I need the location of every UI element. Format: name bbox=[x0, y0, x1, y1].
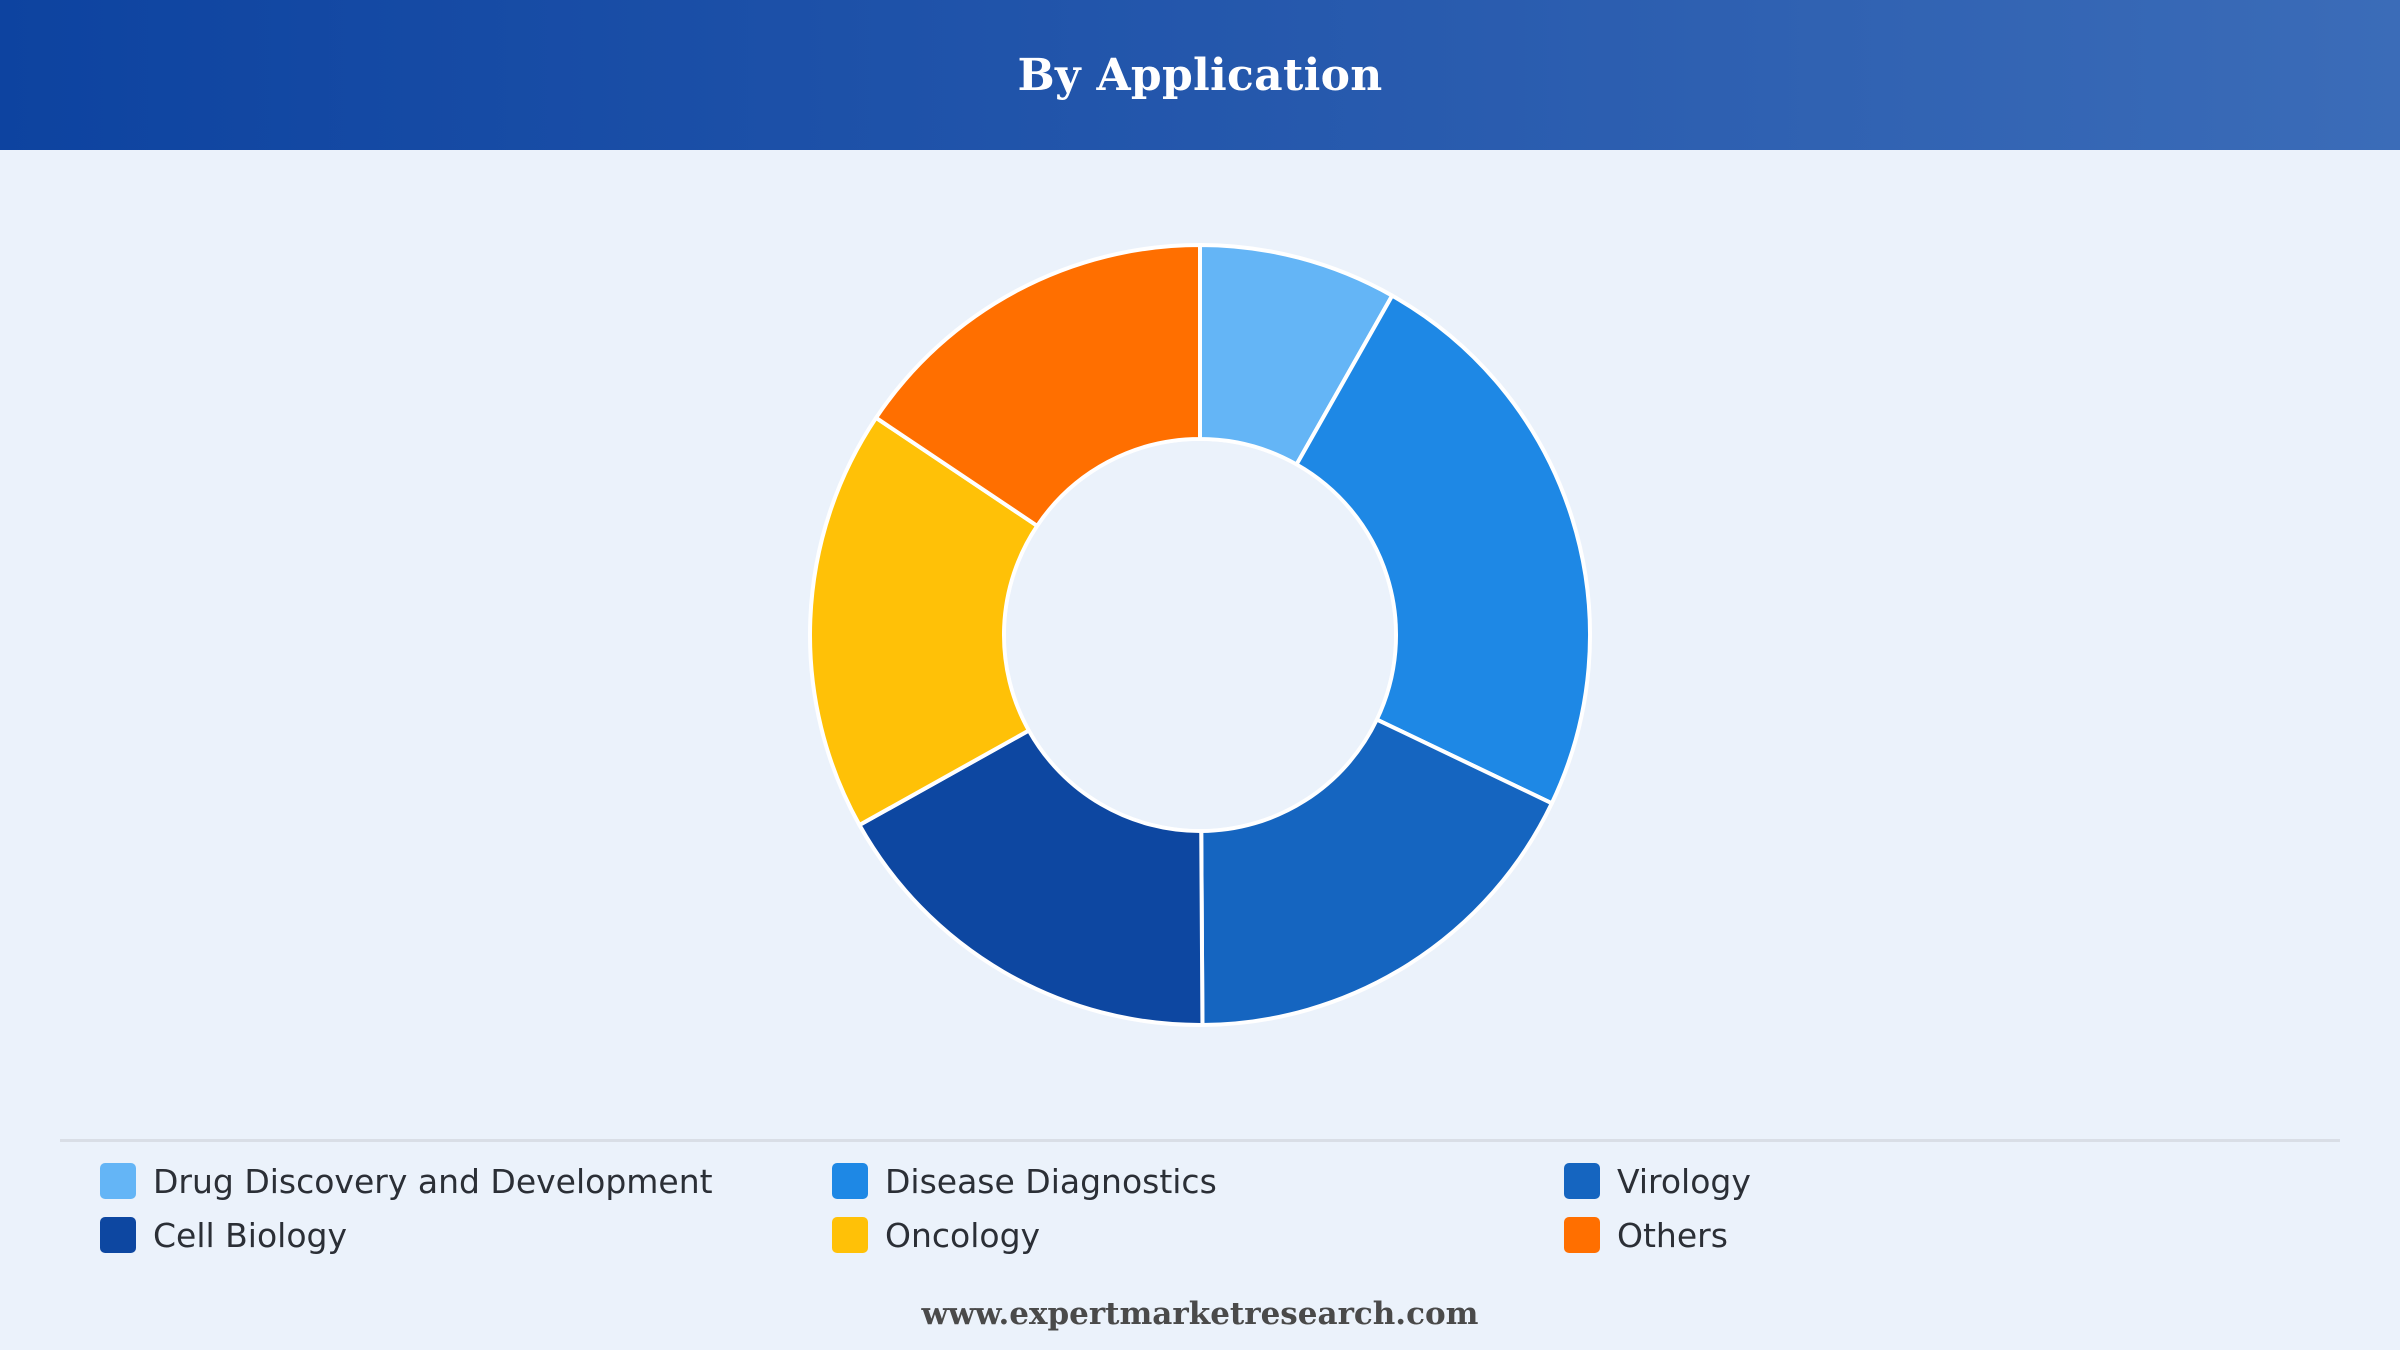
donut-chart bbox=[808, 243, 1592, 1027]
donut-slice-virology[interactable] bbox=[1199, 717, 1554, 1027]
legend-item-oncology[interactable]: Oncology bbox=[832, 1208, 1564, 1262]
legend-item-cell-biology[interactable]: Cell Biology bbox=[100, 1208, 832, 1262]
legend-swatch bbox=[100, 1217, 136, 1253]
header-banner: By Application bbox=[0, 0, 2400, 150]
footer-website: www.expertmarketresearch.com bbox=[921, 1296, 1479, 1332]
legend-item-disease-diagnostics[interactable]: Disease Diagnostics bbox=[832, 1154, 1564, 1208]
donut-slice-disease-diagnostics[interactable] bbox=[1294, 293, 1592, 806]
legend-label: Cell Biology bbox=[153, 1215, 348, 1255]
legend-swatch bbox=[100, 1163, 136, 1199]
legend-label: Drug Discovery and Development bbox=[153, 1161, 713, 1201]
legend-swatch bbox=[832, 1217, 868, 1253]
donut-slice-oncology[interactable] bbox=[808, 415, 1040, 828]
legend-divider bbox=[60, 1139, 2340, 1142]
legend-swatch bbox=[1564, 1217, 1600, 1253]
donut-slice-others[interactable] bbox=[874, 243, 1202, 528]
legend-label: Oncology bbox=[885, 1215, 1041, 1255]
legend-swatch bbox=[832, 1163, 868, 1199]
donut-hole bbox=[1006, 441, 1394, 829]
donut-slice-cell-biology[interactable] bbox=[857, 728, 1205, 1027]
legend-label: Others bbox=[1617, 1215, 1728, 1255]
legend-item-drug-discovery-and-development[interactable]: Drug Discovery and Development bbox=[100, 1154, 832, 1208]
legend-swatch bbox=[1564, 1163, 1600, 1199]
legend-label: Virology bbox=[1617, 1161, 1751, 1201]
chart-legend: Drug Discovery and Development Disease Di… bbox=[100, 1154, 2300, 1264]
chart-title: By Application bbox=[1017, 49, 1383, 101]
legend-label: Disease Diagnostics bbox=[885, 1161, 1217, 1201]
legend-item-others[interactable]: Others bbox=[1564, 1208, 2264, 1262]
legend-item-virology[interactable]: Virology bbox=[1564, 1154, 2264, 1208]
